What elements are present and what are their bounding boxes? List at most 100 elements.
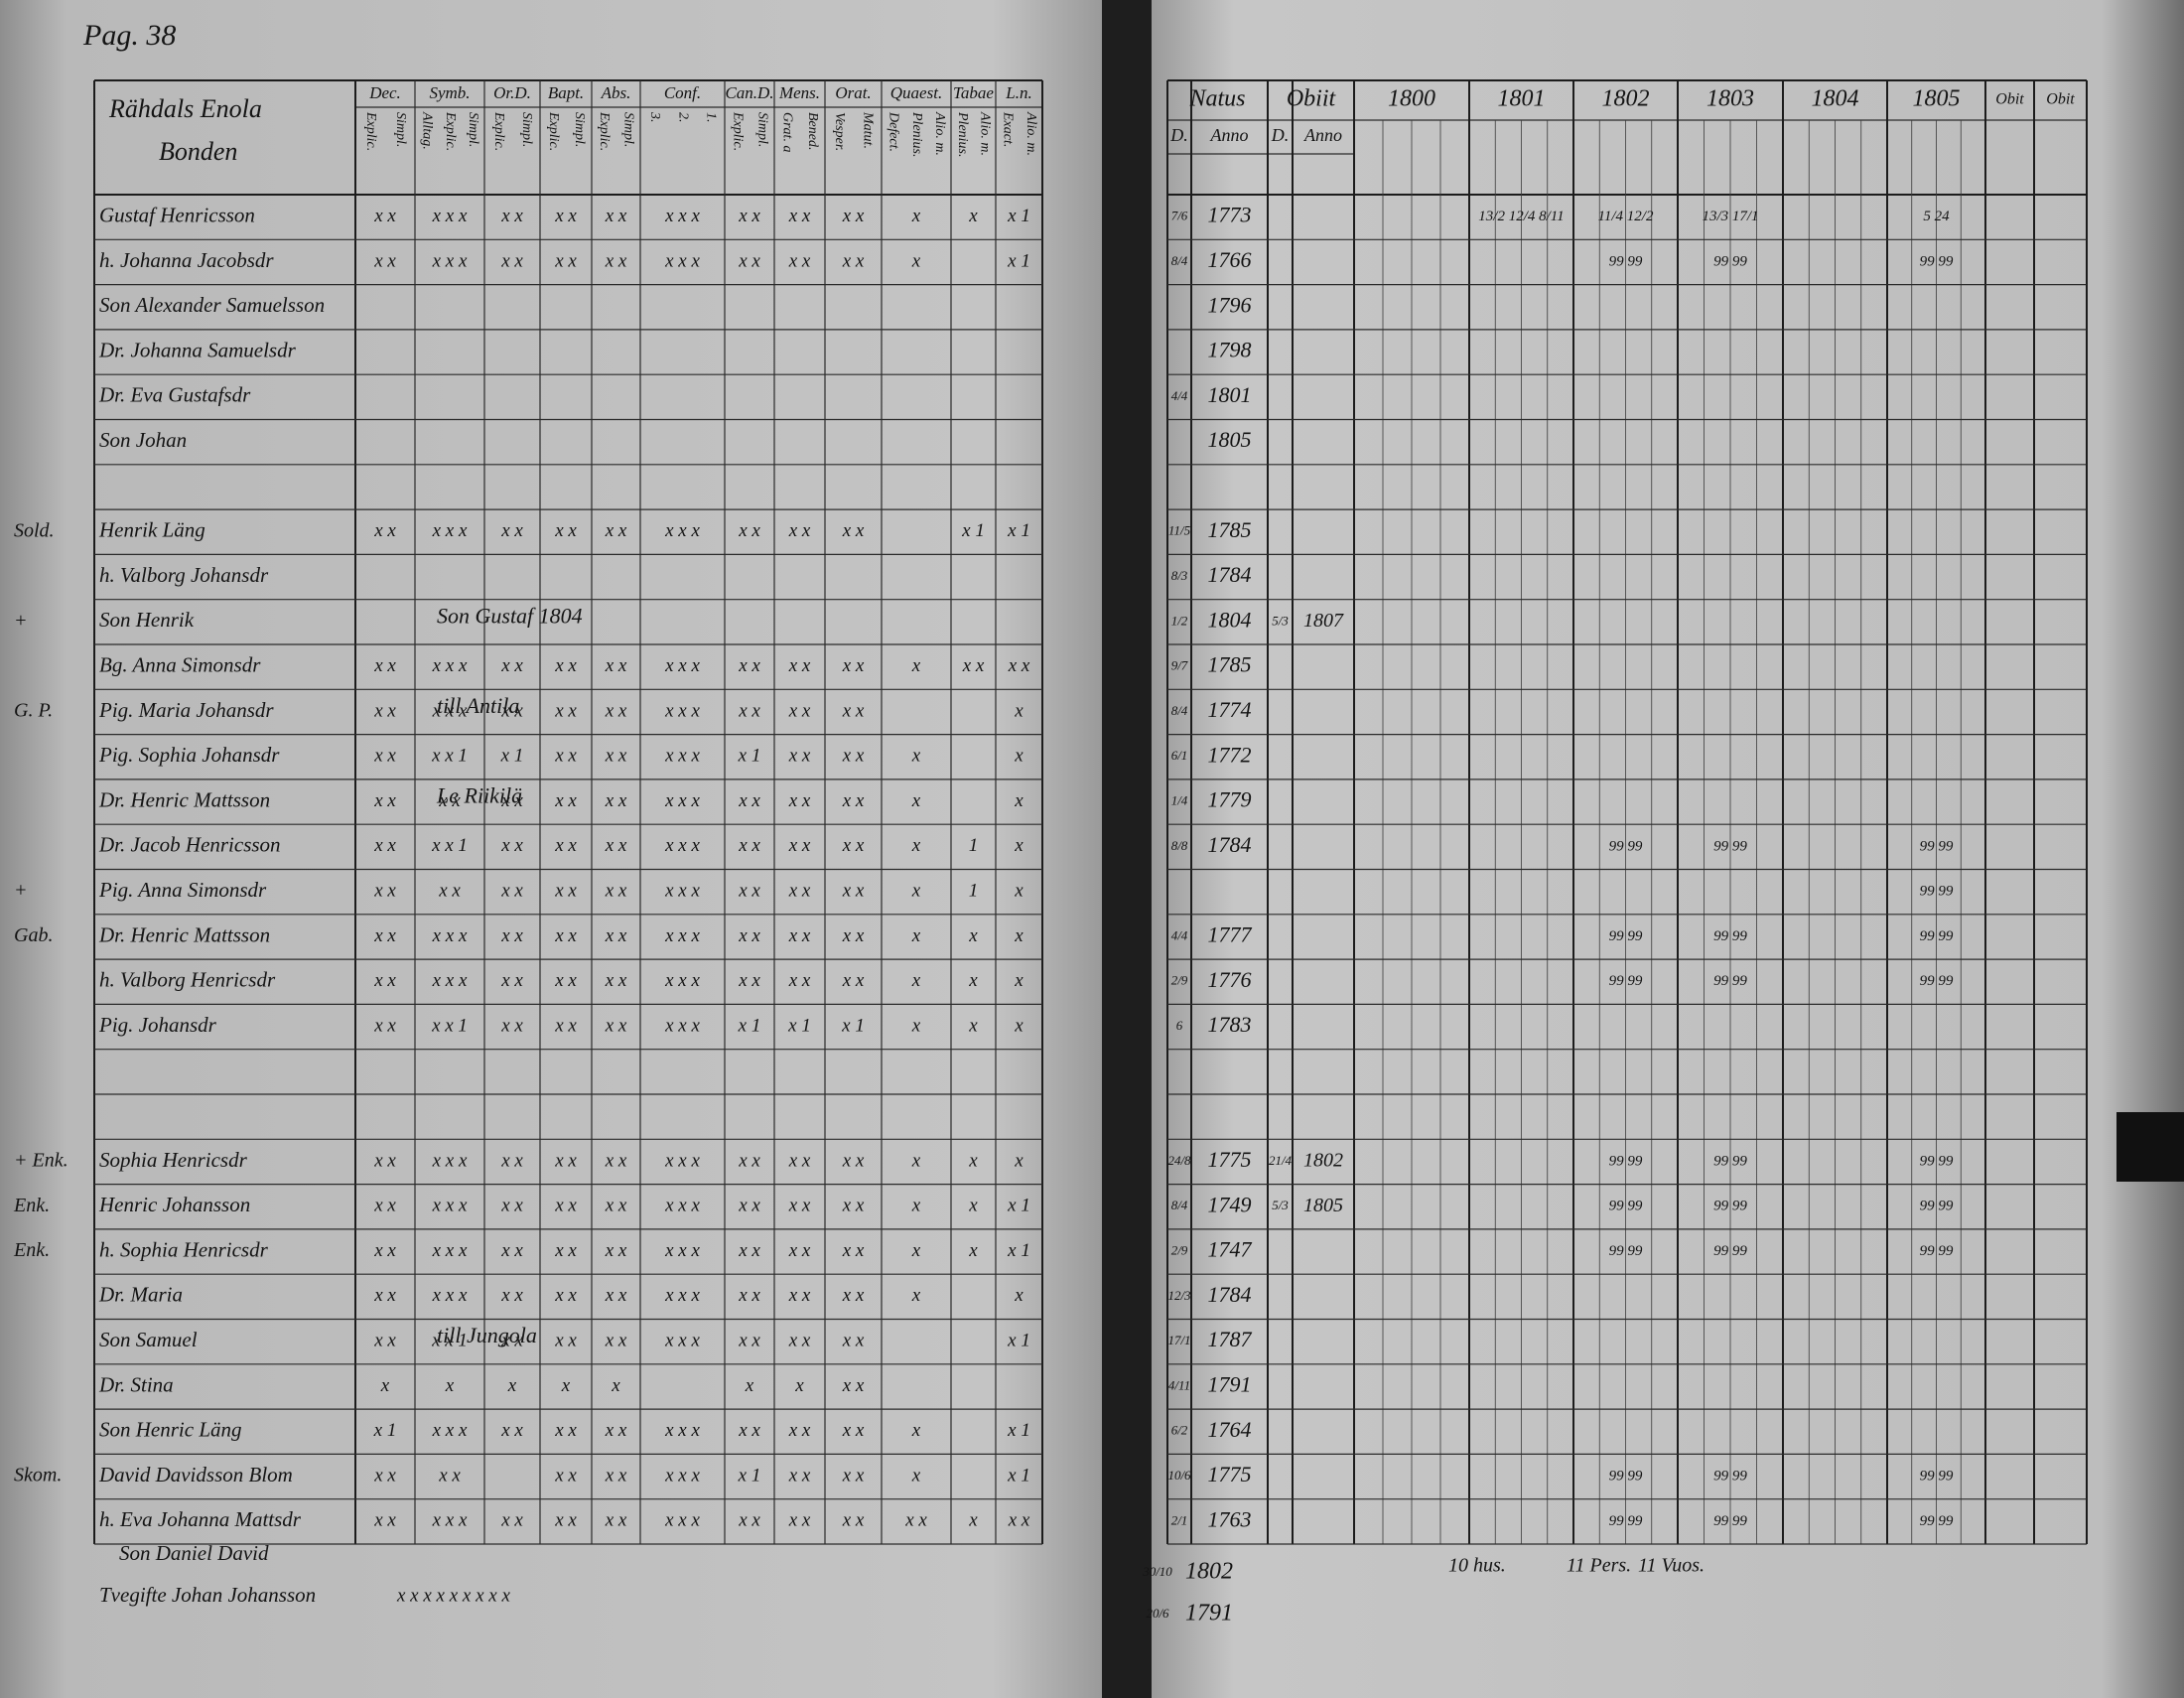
birth-year: 1785	[1208, 652, 1252, 677]
year-entry: 99 99	[1920, 838, 1954, 854]
column-subheader: Explic.	[443, 111, 458, 151]
column-subheader: Grat. a	[780, 112, 795, 152]
year-header: 1800	[1388, 86, 1435, 112]
examination-mark: x	[445, 1375, 455, 1396]
examination-mark: x	[968, 925, 978, 946]
person-name: Dr. Henric Mattsson	[98, 922, 270, 946]
birth-day: 2/9	[1171, 1243, 1188, 1258]
column-subheader: Defect.	[886, 111, 900, 152]
examination-mark: x x x	[432, 1420, 468, 1441]
examination-mark: x	[1014, 925, 1024, 946]
cell-annotation: till Jungola	[437, 1323, 537, 1347]
birth-year: 1776	[1208, 967, 1252, 992]
examination-mark: x x	[373, 1465, 396, 1486]
column-subheader: Simpl.	[572, 112, 587, 147]
examination-mark: x	[968, 1015, 978, 1036]
birth-year: 1791	[1185, 1601, 1233, 1627]
examination-mark: x x	[373, 1150, 396, 1171]
examination-mark: x x	[842, 746, 865, 767]
examination-mark: x x	[500, 520, 523, 541]
examination-mark: x x	[738, 790, 760, 811]
examination-mark: x	[611, 1375, 620, 1396]
page-label: Pag. 38	[82, 19, 176, 52]
birth-day: 30/10	[1142, 1564, 1172, 1579]
examination-mark: x	[911, 1196, 921, 1216]
examination-mark: x x	[373, 835, 396, 856]
examination-mark: x	[968, 1510, 978, 1531]
column-subheader: Plenius.	[909, 111, 924, 158]
examination-mark: x x x	[432, 1196, 468, 1216]
birth-year: 1796	[1208, 292, 1252, 317]
examination-mark: x	[1014, 1285, 1024, 1306]
examination-mark: x	[911, 835, 921, 856]
examination-mark: x x	[842, 835, 865, 856]
birth-year: 1772	[1208, 742, 1252, 767]
birth-day: 8/4	[1171, 253, 1188, 268]
examination-mark: x x	[605, 1510, 627, 1531]
person-name: Dr. Maria	[98, 1283, 183, 1307]
examination-mark: x x	[500, 206, 523, 226]
person-name: Dr. Eva Gustafsdr	[98, 383, 251, 407]
margin-note: + Enk.	[14, 1150, 68, 1172]
birth-day: 20/6	[1146, 1606, 1169, 1621]
examination-mark: x 1	[373, 1420, 397, 1441]
examination-mark: x x	[788, 746, 811, 767]
examination-mark: x x	[554, 1240, 577, 1261]
birth-day: 1/2	[1171, 613, 1188, 628]
year-entry: 99 99	[1920, 1243, 1954, 1259]
year-entry: 99 99	[1609, 928, 1643, 944]
person-name: Tvegifte Johan Johansson	[99, 1583, 316, 1607]
register: Rähdals Enola Bonden Dec. Explic. Simpl. Symb…	[13, 79, 2088, 1627]
examination-mark: x x	[788, 520, 811, 541]
examination-mark: x	[1014, 881, 1024, 902]
column-header: Tabae	[953, 83, 994, 102]
year-entry: 13/3 17/1	[1702, 209, 1758, 224]
examination-mark: x x x	[664, 1240, 700, 1261]
examination-mark: x x	[373, 1510, 396, 1531]
column-subheader: Exact.	[1001, 111, 1016, 147]
examination-mark: x x	[373, 206, 396, 226]
examination-mark: x x	[500, 655, 523, 676]
birth-year: 1785	[1208, 517, 1252, 542]
examination-mark: x x	[554, 746, 577, 767]
person-name: h. Johanna Jacobsdr	[99, 248, 274, 272]
examination-mark: x x	[605, 520, 627, 541]
examination-mark: x x	[842, 206, 865, 226]
examination-mark: x x	[788, 835, 811, 856]
examination-mark: x 1	[738, 1465, 761, 1486]
examination-mark: x x	[738, 520, 760, 541]
examination-mark: x x	[842, 1196, 865, 1216]
examination-mark: x x 1	[431, 1331, 468, 1351]
examination-mark: x x x	[664, 1465, 700, 1486]
death-day: 5/3	[1272, 613, 1289, 628]
column-header: Can.D.	[725, 83, 773, 102]
examination-mark: x x 1	[431, 1015, 468, 1036]
examination-mark: x x	[373, 881, 396, 902]
examination-mark: x 1	[1007, 520, 1030, 541]
examination-mark: x 1	[1007, 1331, 1030, 1351]
year-entry: 99 99	[1920, 884, 1954, 900]
year-header: 1802	[1602, 86, 1650, 112]
examination-mark: x x	[788, 700, 811, 721]
examination-mark: x	[911, 746, 921, 767]
examination-mark: x x x	[432, 700, 468, 721]
year-entry: 99 99	[1609, 973, 1643, 989]
table-title: Rähdals Enola	[108, 94, 262, 123]
birth-day: 8/8	[1171, 838, 1188, 853]
examination-mark: x x	[554, 1285, 577, 1306]
column-subheader: D.	[1271, 125, 1290, 145]
margin-note: Enk.	[13, 1239, 50, 1261]
examination-mark: x	[911, 925, 921, 946]
year-entry: 99 99	[1713, 253, 1747, 269]
examination-mark: x	[1014, 1015, 1024, 1036]
column-header: Bapt.	[548, 83, 584, 102]
examination-mark: x x	[438, 790, 461, 811]
birth-day: 24/8	[1167, 1153, 1191, 1168]
year-entry: 99 99	[1920, 973, 1954, 989]
year-entry: 99 99	[1713, 973, 1747, 989]
year-entry: 99 99	[1609, 253, 1643, 269]
cell-annotation: Le Riikilä	[436, 783, 522, 808]
examination-mark: x x	[842, 1510, 865, 1531]
examination-mark: x 1	[738, 746, 761, 767]
